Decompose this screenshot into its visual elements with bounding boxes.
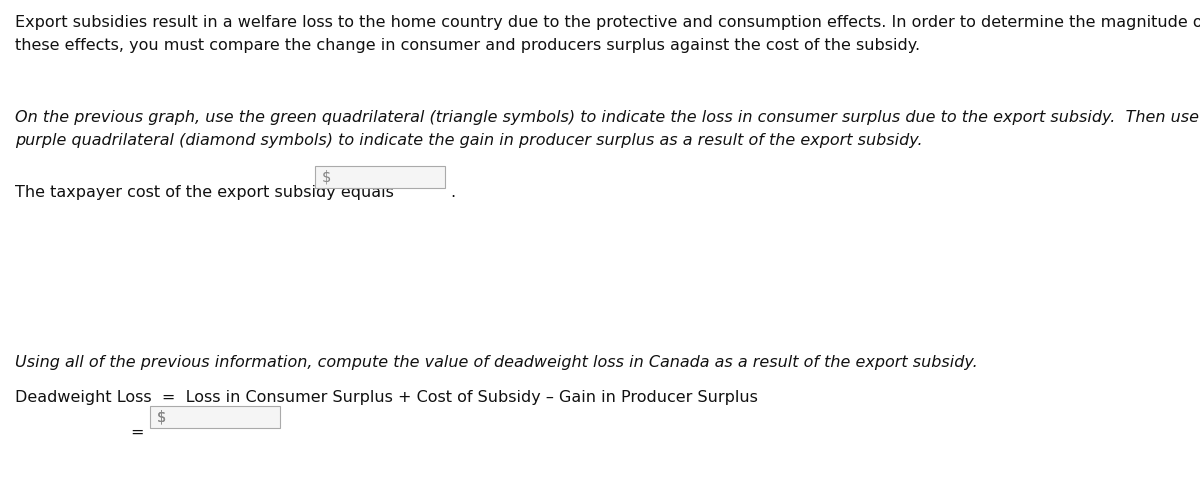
Text: .: . [450,185,455,200]
Text: these effects, you must compare the change in consumer and producers surplus aga: these effects, you must compare the chan… [14,38,920,53]
Text: $: $ [157,409,167,424]
Text: $: $ [157,409,167,424]
Text: Using all of the previous information, compute the value of deadweight loss in C: Using all of the previous information, c… [14,355,978,370]
Text: Deadweight Loss  =  Loss in Consumer Surplus + Cost of Subsidy – Gain in Produce: Deadweight Loss = Loss in Consumer Surpl… [14,390,758,405]
Text: $: $ [322,169,331,184]
Text: Export subsidies result in a welfare loss to the home country due to the protect: Export subsidies result in a welfare los… [14,15,1200,30]
Text: purple quadrilateral (diamond symbols) to indicate the gain in producer surplus : purple quadrilateral (diamond symbols) t… [14,133,923,148]
Text: On the previous graph, use the green quadrilateral (triangle symbols) to indicat: On the previous graph, use the green qua… [14,110,1200,125]
Text: =: = [130,425,144,440]
FancyBboxPatch shape [314,166,445,188]
FancyBboxPatch shape [150,406,280,428]
Text: The taxpayer cost of the export subsidy equals: The taxpayer cost of the export subsidy … [14,185,398,200]
